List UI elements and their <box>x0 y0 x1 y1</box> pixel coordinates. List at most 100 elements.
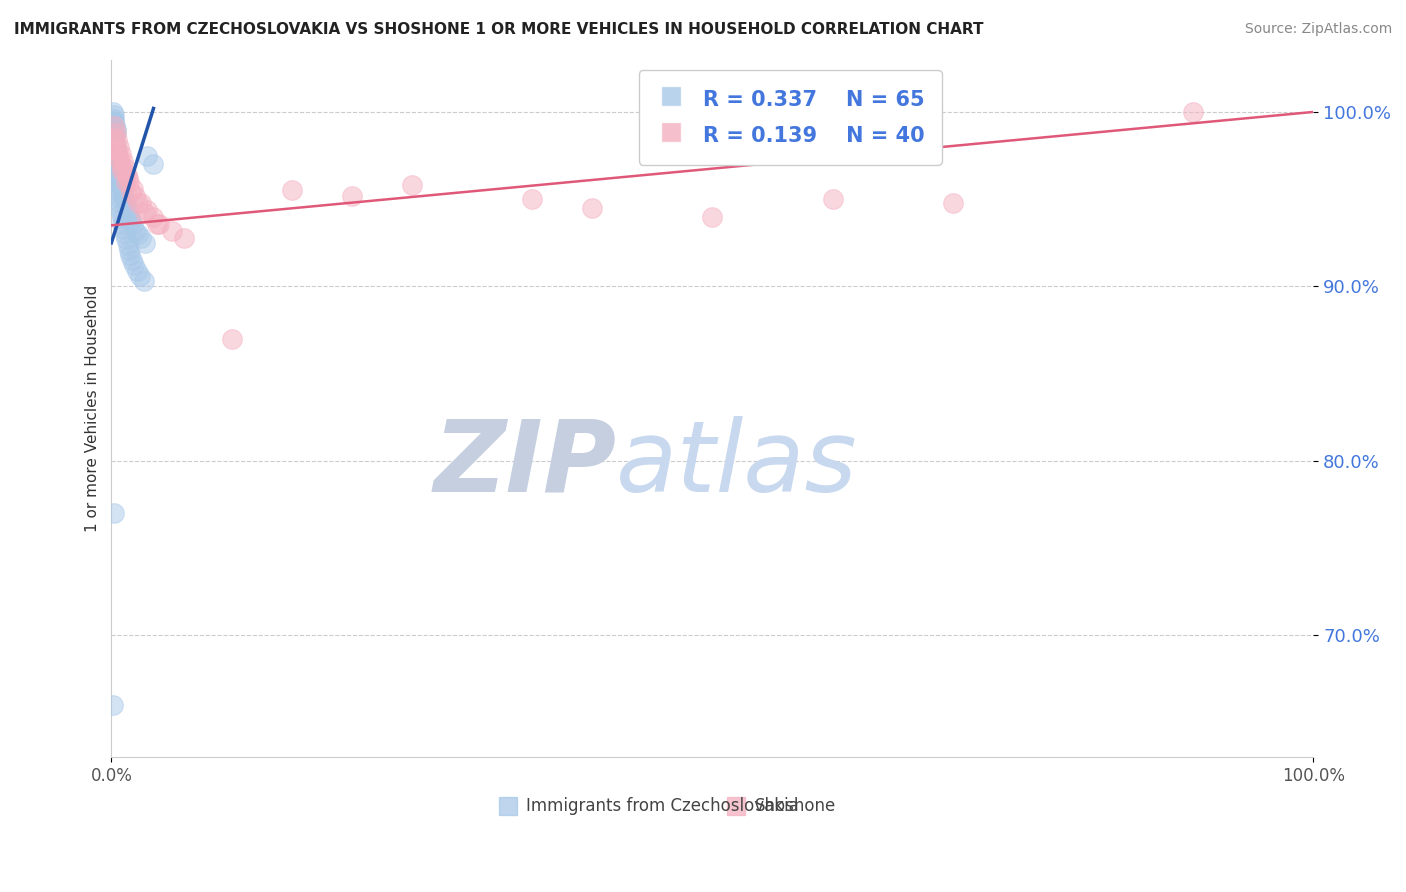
Point <box>148 217 170 231</box>
Point <box>821 192 844 206</box>
Point <box>115 201 138 215</box>
Point <box>103 698 125 712</box>
Point <box>114 175 136 189</box>
Point <box>581 201 603 215</box>
Point <box>117 206 139 220</box>
Point <box>111 161 134 175</box>
Point <box>124 223 146 237</box>
Point <box>101 122 124 136</box>
Point <box>173 230 195 244</box>
Point <box>108 140 131 154</box>
Point <box>103 131 125 145</box>
Text: ZIP: ZIP <box>433 416 616 513</box>
Point <box>125 263 148 277</box>
Point <box>104 140 127 154</box>
Point <box>108 166 131 180</box>
Point <box>111 217 134 231</box>
Point <box>103 506 125 520</box>
Point <box>104 140 127 154</box>
Point <box>118 210 141 224</box>
Point <box>107 185 129 199</box>
Point <box>118 248 141 262</box>
Point <box>136 202 159 217</box>
Point <box>134 235 156 250</box>
Point <box>103 146 125 161</box>
Point <box>104 159 127 173</box>
Point <box>160 223 183 237</box>
Point <box>103 119 125 133</box>
Point <box>129 268 152 283</box>
Point <box>942 195 965 210</box>
Point <box>221 332 243 346</box>
Point <box>110 175 132 189</box>
Point <box>117 171 139 186</box>
Point <box>114 195 136 210</box>
Point <box>108 153 131 168</box>
Point <box>122 182 145 196</box>
Point <box>103 112 125 126</box>
Point <box>104 164 127 178</box>
Point <box>115 168 138 182</box>
Point <box>122 219 145 233</box>
Point <box>107 133 129 147</box>
Point <box>121 253 143 268</box>
Point <box>118 175 141 189</box>
Point <box>111 184 134 198</box>
Point <box>115 232 138 246</box>
Point <box>120 213 142 227</box>
Point <box>111 211 134 226</box>
Point <box>105 126 128 140</box>
Point <box>146 217 169 231</box>
Point <box>101 113 124 128</box>
Text: Immigrants from Czechoslovakia: Immigrants from Czechoslovakia <box>526 797 799 815</box>
Point <box>132 274 155 288</box>
Point <box>142 210 165 224</box>
Point <box>111 153 134 168</box>
Text: Source: ZipAtlas.com: Source: ZipAtlas.com <box>1244 22 1392 37</box>
Point <box>114 161 136 175</box>
Point <box>131 195 153 210</box>
Point <box>110 146 132 161</box>
Point <box>111 164 134 178</box>
Point <box>131 230 153 244</box>
Point <box>401 178 423 193</box>
Point <box>103 129 125 144</box>
Point <box>108 201 131 215</box>
Point <box>108 171 131 186</box>
Point <box>107 180 129 194</box>
Point <box>103 108 125 122</box>
Point <box>104 153 127 168</box>
Point <box>107 153 129 168</box>
Point <box>117 237 139 252</box>
Legend: R = 0.337    N = 65, R = 0.139    N = 40: R = 0.337 N = 65, R = 0.139 N = 40 <box>638 70 942 165</box>
Point <box>104 136 127 151</box>
Point <box>142 157 165 171</box>
Point <box>122 259 145 273</box>
Point <box>124 188 146 202</box>
Point <box>520 192 543 206</box>
Point <box>112 188 135 202</box>
Point <box>127 195 149 210</box>
Y-axis label: 1 or more Vehicles in Household: 1 or more Vehicles in Household <box>86 285 100 533</box>
Point <box>105 175 128 189</box>
Point <box>104 126 127 140</box>
Point <box>280 184 302 198</box>
Point <box>107 157 129 171</box>
Point <box>110 178 132 193</box>
Text: Shoshone: Shoshone <box>755 797 835 815</box>
Point <box>110 206 132 220</box>
Point <box>103 140 125 154</box>
Point <box>120 185 142 199</box>
Point <box>118 243 141 257</box>
Point <box>101 126 124 140</box>
Point <box>105 148 128 162</box>
Point <box>136 148 159 162</box>
Point <box>103 131 125 145</box>
Text: IMMIGRANTS FROM CZECHOSLOVAKIA VS SHOSHONE 1 OR MORE VEHICLES IN HOUSEHOLD CORRE: IMMIGRANTS FROM CZECHOSLOVAKIA VS SHOSHO… <box>14 22 984 37</box>
Point <box>107 161 129 175</box>
Point <box>104 122 127 136</box>
Point <box>1182 104 1205 119</box>
Point <box>103 115 125 129</box>
Point <box>104 119 127 133</box>
Point <box>107 190 129 204</box>
